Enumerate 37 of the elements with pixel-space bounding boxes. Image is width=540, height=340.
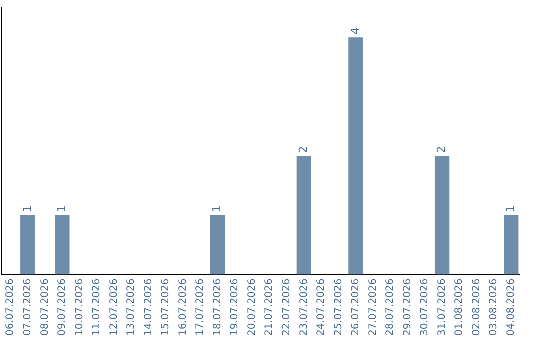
data-label: 1 — [55, 205, 68, 212]
x-tick-label: 09.07.2026 — [57, 278, 68, 336]
x-tick-label: 17.07.2026 — [195, 278, 206, 336]
x-tick-label: 15.07.2026 — [160, 278, 172, 336]
x-tick-label: 12.07.2026 — [108, 278, 120, 336]
x-tick-label: 01.08.2026 — [454, 278, 466, 336]
data-label: 1 — [504, 205, 518, 212]
x-tick-label: 18.07.2026 — [212, 278, 224, 336]
data-label: 4 — [348, 28, 362, 35]
x-tick-label: 23.07.2026 — [298, 278, 310, 336]
x-tick-label: 26.07.2026 — [350, 278, 362, 336]
x-tick-label: 28.07.2026 — [385, 278, 396, 336]
x-tick-label: 19.07.2026 — [230, 278, 241, 336]
x-tick-label: 11.07.2026 — [92, 278, 103, 336]
x-tick-label: 16.07.2026 — [178, 278, 189, 336]
data-label: 1 — [210, 205, 224, 212]
x-tick-label: 30.07.2026 — [420, 278, 431, 336]
x-tick-label: 03.08.2026 — [488, 278, 500, 336]
x-tick-label: 02.08.2026 — [471, 278, 482, 336]
x-tick-label: 27.07.2026 — [368, 278, 379, 336]
data-label: 2 — [297, 146, 310, 154]
x-tick-label: 31.07.2026 — [436, 278, 448, 336]
x-tick-label: 08.07.2026 — [40, 278, 51, 336]
x-tick-label: 14.07.2026 — [143, 278, 154, 336]
x-tick-label: 04.08.2026 — [506, 278, 517, 336]
x-tick-label: 24.07.2026 — [316, 278, 328, 336]
x-tick-label: 07.07.2026 — [22, 278, 34, 336]
data-label: 2 — [435, 146, 448, 154]
x-tick-label: 06.07.2026 — [5, 278, 16, 336]
x-tick-label: 29.07.2026 — [402, 278, 414, 336]
x-tick-label: 10.07.2026 — [74, 278, 86, 336]
x-tick-label: 13.07.2026 — [126, 278, 138, 336]
x-tick-label: 20.07.2026 — [246, 278, 258, 336]
data-label: 1 — [20, 205, 34, 212]
x-tick-label: 25.07.2026 — [333, 278, 344, 336]
x-tick-label: 22.07.2026 — [281, 278, 292, 336]
x-tick-label: 21.07.2026 — [264, 278, 276, 336]
